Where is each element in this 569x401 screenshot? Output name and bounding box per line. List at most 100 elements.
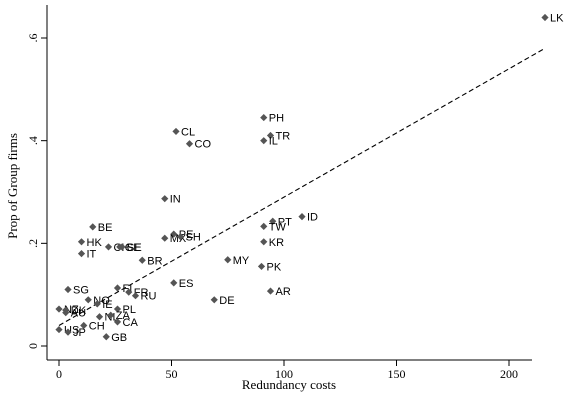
data-point: CO — [185, 139, 212, 151]
data-point: IT — [77, 249, 97, 261]
data-point: LK — [541, 12, 564, 24]
data-point: PT — [269, 216, 292, 228]
y-ticks: 0 .2 .4 .6 — [26, 34, 47, 349]
point-label: TR — [276, 131, 291, 143]
data-point: JP — [64, 327, 86, 339]
y-axis-title: Prop of Group firms — [5, 133, 20, 239]
point-marker — [260, 137, 268, 145]
data-point: KR — [260, 237, 284, 249]
point-label: CA — [123, 317, 139, 329]
point-label: GB — [111, 332, 127, 344]
point-label: AU — [71, 308, 86, 320]
point-marker — [64, 285, 72, 294]
point-label: BR — [147, 255, 162, 267]
point-label: ID — [307, 212, 318, 224]
point-label: MX — [170, 233, 187, 245]
data-point: PK — [257, 261, 282, 273]
x-axis-title: Redundancy costs — [242, 377, 336, 392]
point-label: PT — [278, 216, 292, 228]
data-point: SE — [118, 242, 142, 254]
data-point: SG — [64, 285, 89, 297]
point-marker — [131, 292, 140, 300]
point-marker — [125, 288, 133, 296]
point-label: IT — [87, 249, 97, 261]
data-point: MY — [224, 255, 250, 267]
data-point: PH — [260, 113, 284, 125]
point-marker — [77, 238, 86, 246]
point-marker — [185, 140, 194, 148]
data-point: CH — [80, 320, 105, 332]
x-tick-label: 50 — [166, 367, 178, 381]
point-marker — [138, 256, 146, 264]
fitted-trend-line — [58, 47, 546, 326]
point-marker — [176, 233, 185, 241]
axes — [46, 5, 532, 361]
point-marker — [161, 234, 169, 242]
y-tick-label: .4 — [26, 136, 40, 145]
point-marker — [298, 213, 306, 221]
point-marker — [113, 305, 122, 313]
x-tick-label: 0 — [56, 367, 62, 381]
y-tick-label: .6 — [26, 34, 40, 43]
point-label: IE — [102, 299, 112, 311]
point-label: SG — [73, 285, 89, 297]
point-marker — [107, 311, 115, 319]
point-marker — [260, 113, 268, 122]
point-marker — [113, 284, 122, 292]
point-marker — [266, 131, 275, 140]
data-points: LKPHTRILCLCOINIDPTTWKRBEHKITCHGESEPEMXSH… — [55, 12, 564, 344]
point-marker — [118, 243, 126, 251]
point-label: HK — [87, 237, 103, 249]
point-marker — [260, 238, 268, 246]
point-label: CL — [181, 126, 195, 138]
x-tick-label: 100 — [275, 367, 293, 381]
point-label: LK — [550, 12, 564, 24]
x-ticks: 0 50 100 150 200 — [56, 360, 518, 381]
point-marker — [95, 313, 104, 321]
data-point: BR — [138, 255, 163, 267]
data-point: CA — [113, 317, 139, 329]
point-marker — [64, 328, 72, 336]
point-label: GE — [125, 242, 141, 254]
point-marker — [541, 13, 549, 22]
x-tick-label: 200 — [500, 367, 518, 381]
data-point: AU — [62, 308, 86, 320]
point-label: TW — [269, 221, 287, 233]
data-point: FI — [113, 283, 132, 295]
point-marker — [93, 300, 101, 308]
point-marker — [257, 262, 266, 271]
point-marker — [104, 243, 113, 251]
point-marker — [161, 195, 169, 203]
data-point: BE — [89, 222, 112, 234]
point-marker — [62, 309, 70, 317]
point-marker — [102, 333, 110, 341]
data-point: DE — [210, 295, 235, 307]
point-marker — [170, 279, 178, 287]
point-marker — [55, 305, 63, 313]
point-marker — [55, 325, 63, 334]
data-point: ES — [170, 278, 193, 290]
point-marker — [210, 296, 218, 304]
point-marker — [77, 250, 86, 258]
point-marker — [170, 230, 178, 238]
data-point: IE — [93, 299, 113, 311]
point-marker — [266, 287, 275, 295]
data-point: MX — [161, 233, 187, 245]
data-point: IN — [161, 194, 181, 206]
data-point: ZA — [107, 310, 130, 322]
data-point: IL — [260, 136, 278, 148]
point-label: JP — [73, 327, 86, 339]
point-label: PK — [267, 261, 282, 273]
point-label: IL — [269, 136, 278, 148]
point-marker — [260, 222, 268, 230]
point-label: KR — [269, 237, 284, 249]
point-label: PH — [269, 113, 284, 125]
point-label: ES — [179, 278, 194, 290]
point-marker — [84, 296, 92, 304]
point-marker — [269, 217, 277, 225]
data-point: PL — [113, 304, 136, 316]
point-label: MY — [233, 255, 250, 267]
point-label: CO — [195, 139, 212, 151]
y-tick-label: 0 — [26, 343, 40, 349]
